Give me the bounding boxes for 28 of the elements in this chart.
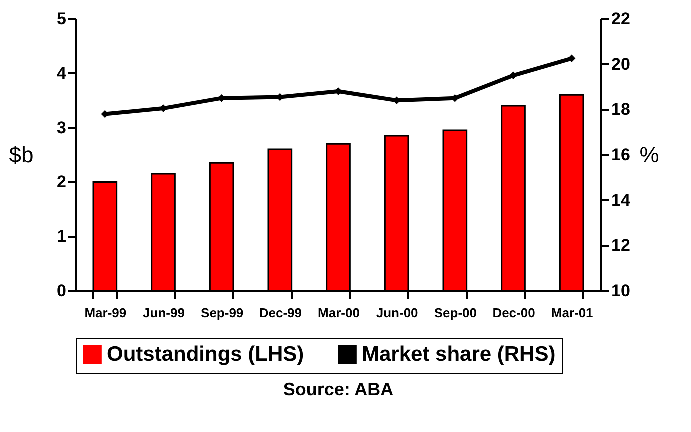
y-tick-label: 2 [57,172,66,192]
point [510,72,518,80]
y-tick-label: 5 [57,10,66,28]
x-tick-label: Jun-99 [143,306,185,320]
x-tick-label: Mar-99 [84,306,127,320]
y-tick-label: 4 [57,64,68,83]
y-tick-label: 1 [57,227,66,246]
y-tick-label: 0 [57,282,66,300]
y2-tick-label: 18 [612,100,630,120]
x-tick-label: Dec-99 [259,306,302,320]
y2-tick-label: 20 [612,54,630,74]
x-tick-label: Sep-00 [434,306,477,320]
y2-tick-label: 10 [612,282,630,300]
y2-tick-label: 16 [612,146,630,164]
source-note: Source: ABA [283,380,394,400]
x-tick-label: Jun-00 [376,306,418,320]
legend-label: Outstandings (LHS) [107,342,304,366]
y2-tick-label: 22 [612,10,630,28]
x-tick-label: Sep-99 [201,306,244,320]
x-tick-label: Mar-01 [551,306,594,320]
y2-tick-label: 12 [612,236,630,256]
legend-label: Market share (RHS) [362,342,556,366]
y-tick-label: 3 [57,118,66,138]
y-axis-title: $b [9,142,34,168]
y2-axis-title: % [640,142,660,168]
x-tick-label: Dec-00 [492,306,536,320]
x-tick-label: Mar-00 [318,306,360,320]
y2-tick-label: 14 [612,190,631,210]
